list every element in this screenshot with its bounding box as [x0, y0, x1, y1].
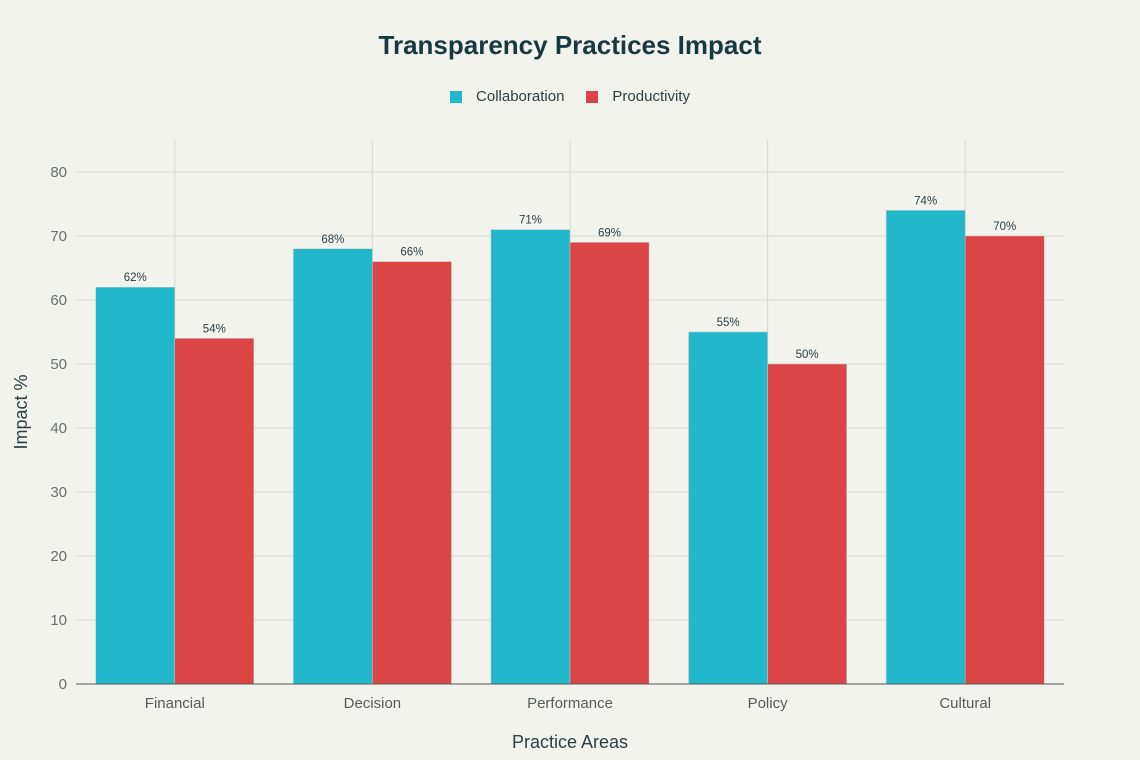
bar-productivity	[174, 338, 255, 685]
legend-label: Productivity	[612, 88, 690, 105]
bar-productivity	[372, 261, 452, 685]
x-tick-label: Cultural	[939, 695, 991, 712]
y-tick-label: 40	[50, 420, 67, 437]
y-tick-label: 60	[50, 292, 67, 309]
bar-collaboration	[490, 229, 571, 685]
legend-label: Collaboration	[476, 88, 565, 105]
bar-productivity	[964, 235, 1045, 685]
y-tick-label: 30	[50, 484, 67, 501]
legend-swatch	[450, 90, 463, 103]
legend-swatch	[586, 90, 599, 103]
data-label: 50%	[796, 349, 819, 361]
legend: Collaboration Productivity	[0, 88, 1140, 105]
y-tick-label: 10	[50, 612, 67, 629]
data-label: 70%	[993, 221, 1016, 233]
x-tick-label: Decision	[344, 695, 402, 712]
legend-item-productivity[interactable]: Productivity	[586, 88, 690, 105]
bar-productivity	[569, 242, 650, 685]
y-tick-label: 0	[59, 676, 67, 693]
data-label: 62%	[124, 272, 147, 284]
y-axis-title: Impact %	[11, 374, 31, 449]
data-label: 69%	[598, 227, 621, 239]
y-tick-label: 80	[50, 164, 67, 181]
y-tick-label: 70	[50, 228, 67, 245]
legend-item-collaboration[interactable]: Collaboration	[450, 88, 564, 105]
x-axis-title: Practice Areas	[512, 732, 628, 752]
bar-collaboration	[885, 210, 966, 685]
bar-collaboration	[688, 331, 768, 685]
y-tick-label: 20	[50, 548, 67, 565]
data-label: 71%	[519, 215, 542, 227]
bar-collaboration	[95, 286, 176, 685]
bar-productivity	[767, 363, 847, 685]
data-label: 66%	[400, 247, 423, 259]
chart-title: Transparency Practices Impact	[378, 30, 762, 60]
x-tick-label: Financial	[145, 695, 205, 712]
data-label: 55%	[717, 317, 740, 329]
x-tick-label: Policy	[748, 695, 789, 712]
data-label: 74%	[914, 195, 937, 207]
data-label: 68%	[321, 234, 344, 246]
x-tick-label: Performance	[527, 695, 613, 712]
y-tick-label: 50	[50, 356, 67, 373]
data-label: 54%	[203, 323, 226, 335]
bar-collaboration	[293, 248, 373, 685]
